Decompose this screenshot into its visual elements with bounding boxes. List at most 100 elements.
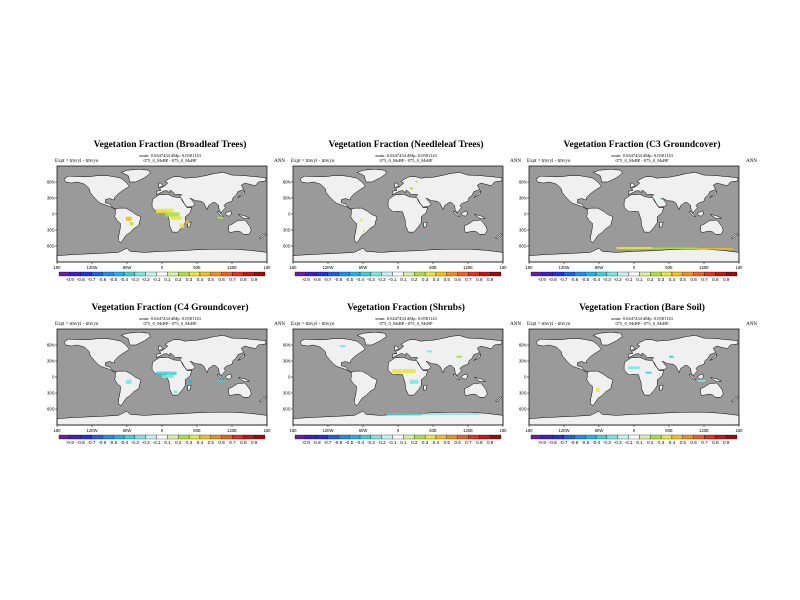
colorbar-swatch — [69, 434, 81, 440]
colorbar-label: -0.5 — [345, 440, 353, 445]
colorbar-swatch — [381, 271, 393, 277]
lon-tick-label: 0 — [633, 265, 636, 270]
colorbar-label: 0.5 — [680, 440, 687, 445]
difference-layer — [125, 371, 225, 394]
colorbar-label: -0.4 — [592, 277, 600, 282]
colorbar-label: -0.1 — [625, 277, 633, 282]
colorbar-label: -0.9 — [66, 440, 74, 445]
colorbar-label: -0.9 — [538, 277, 546, 282]
panel-period: ANN — [510, 159, 521, 164]
difference-patch — [651, 247, 699, 250]
difference-patch — [392, 369, 416, 374]
difference-patch — [363, 230, 365, 232]
landmass-new-guinea — [710, 214, 723, 220]
colorbar-label: 0.9 — [487, 440, 494, 445]
colorbar-label: 0.4 — [197, 440, 204, 445]
colorbar-swatch — [392, 271, 404, 277]
colorbar-label: -0.4 — [356, 440, 364, 445]
colorbar-label: 0.3 — [422, 440, 429, 445]
colorbar-label: 0.8 — [712, 440, 719, 445]
lat-tick-label: 60S — [519, 244, 527, 249]
landmass-africa — [623, 194, 665, 233]
colorbar-swatch — [628, 434, 640, 440]
colorbar-label: 0.8 — [240, 440, 247, 445]
landmass-madagascar — [187, 384, 192, 391]
difference-patch — [125, 216, 132, 221]
colorbar-swatch — [446, 434, 458, 440]
panel-subtitle: xmin: 0.0447434 dMp: 0.0581143 075_0_MsBP… — [139, 153, 201, 163]
colorbar-label: -0.9 — [538, 440, 546, 445]
colorbar-swatch — [468, 271, 480, 277]
lon-tick-label: 60E — [429, 265, 437, 270]
lon-tick-label: 60W — [595, 265, 604, 270]
colorbar-swatch — [305, 271, 317, 277]
colorbar-swatch — [134, 271, 146, 277]
colorbar-swatch — [671, 271, 683, 277]
colorbar-label: -0.4 — [592, 440, 600, 445]
landmass-britain — [394, 182, 400, 188]
colorbar-swatch — [316, 271, 328, 277]
colorbar-swatch — [167, 434, 179, 440]
landmass-indonesia-borneo — [697, 210, 704, 217]
landmass-indonesia-borneo — [225, 210, 232, 217]
colorbar-label: -0.5 — [345, 277, 353, 282]
lon-tick-label: 180 — [290, 265, 298, 270]
colorbar-swatch — [650, 434, 662, 440]
colorbar-swatch — [349, 434, 361, 440]
difference-layer — [596, 355, 706, 392]
colorbar-label: 0.4 — [433, 277, 440, 282]
difference-patch — [360, 219, 363, 222]
colorbar: -0.9 -0.8 -0.7 -0.6 -0.5 -0.4 -0.3 -0.2 -0.1 0.1 0… — [58, 271, 266, 282]
colorbar-label: -0.5 — [109, 277, 117, 282]
landmass-australia — [228, 219, 252, 235]
colorbar-label: 0.2 — [647, 440, 654, 445]
colorbar-swatch — [490, 434, 502, 440]
colorbar-swatch — [693, 434, 705, 440]
map-panel-broadleaf: Vegetation Fraction (Broadleaf Trees) xm… — [47, 140, 285, 310]
lon-tick-label: 60E — [193, 428, 201, 433]
colorbar-swatch — [210, 271, 222, 277]
lon-tick-label: 60E — [429, 428, 437, 433]
panel-period: ANN — [274, 159, 285, 164]
colorbar-swatch — [574, 271, 586, 277]
colorbar-label: -0.2 — [614, 277, 622, 282]
difference-patch — [421, 413, 480, 415]
lat-tick-label: 30N — [283, 196, 291, 201]
lon-tick-label: 120W — [87, 428, 98, 433]
colorbar-swatch — [156, 271, 168, 277]
colorbar-swatch — [552, 434, 564, 440]
colorbar-swatch — [468, 434, 480, 440]
lon-tick-label: 180 — [264, 428, 272, 433]
colorbar-swatch — [349, 271, 361, 277]
colorbar-swatch — [134, 434, 146, 440]
difference-layer — [360, 180, 424, 240]
lon-tick-label: 0 — [633, 428, 636, 433]
colorbar-swatch — [435, 434, 447, 440]
panel-subtitle: xmin: 0.0447434 dMp: 0.0581143 075_0_MsBP… — [375, 153, 437, 163]
colorbar-swatch — [424, 434, 437, 440]
landmass-north-america — [63, 338, 130, 373]
colorbar-swatch — [595, 434, 608, 440]
lon-tick-label: 120W — [559, 428, 570, 433]
lat-tick-label: 30N — [519, 196, 527, 201]
colorbar-swatch — [585, 271, 597, 277]
colorbar-swatch — [530, 271, 542, 277]
colorbar-swatch — [392, 434, 404, 440]
colorbar-swatch — [530, 434, 542, 440]
lat-tick-label: 30S — [47, 391, 55, 396]
colorbar-swatch — [682, 271, 694, 277]
colorbar-swatch — [58, 434, 70, 440]
lat-tick-label: 30N — [47, 196, 55, 201]
lon-tick-label: 180 — [54, 265, 62, 270]
difference-patch — [616, 247, 652, 250]
colorbar-swatch — [682, 434, 694, 440]
colorbar-label: -0.6 — [334, 440, 342, 445]
landmass-japan — [709, 352, 718, 361]
lon-tick-label: 60W — [123, 265, 132, 270]
landmass-new-guinea — [238, 214, 251, 220]
lat-tick-label: 30N — [519, 359, 527, 364]
colorbar-swatch — [91, 271, 103, 277]
colorbar-swatch — [563, 434, 575, 440]
